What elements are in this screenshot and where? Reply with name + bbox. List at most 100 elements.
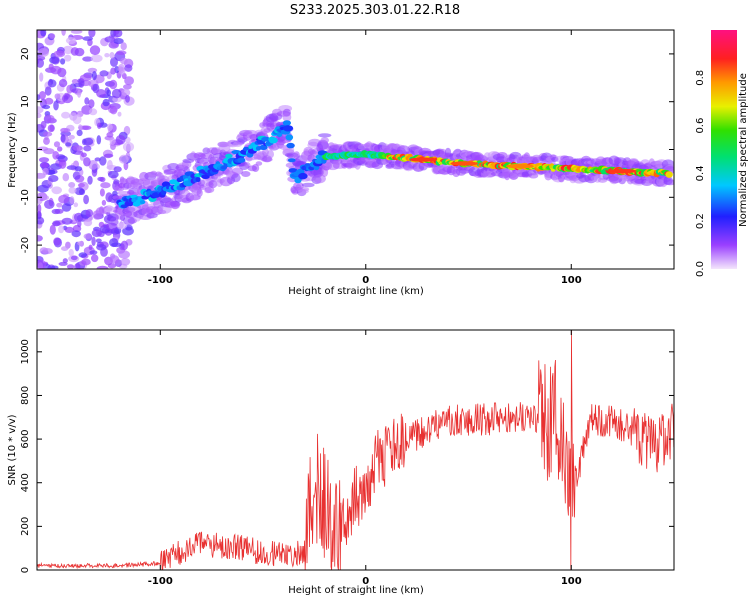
noise-blob — [52, 220, 61, 227]
noise-blob — [42, 104, 51, 110]
noise-blob — [83, 137, 94, 146]
colorbar-ticks: 0.0 0.2 0.4 0.6 0.8 — [695, 70, 706, 277]
noise-blob — [80, 152, 87, 158]
noise-blob — [91, 254, 99, 263]
noise-blob — [96, 135, 102, 145]
halo-blob — [255, 161, 263, 166]
noise-blob — [83, 194, 89, 205]
halo-blob — [301, 182, 315, 188]
snr-frame — [36, 329, 675, 571]
noise-blob — [118, 154, 129, 164]
noise-blob — [77, 183, 85, 188]
noise-blob — [64, 54, 72, 62]
x-tick-label: 0 — [362, 275, 369, 286]
noise-blob — [111, 88, 122, 99]
noise-blob — [118, 250, 130, 259]
noise-blob — [37, 112, 42, 119]
noise-blob — [77, 220, 82, 228]
noise-blob — [84, 97, 90, 105]
noise-blob — [71, 230, 81, 238]
noise-blob — [105, 192, 113, 203]
y-tick-label: -20 — [20, 237, 31, 253]
noise-blob — [42, 167, 49, 176]
noise-blob — [107, 170, 119, 179]
halo-blob — [663, 179, 674, 186]
noise-blob — [88, 30, 96, 38]
noise-blob — [58, 159, 67, 169]
noise-blob — [39, 91, 46, 100]
noise-blob — [69, 112, 78, 121]
noise-blob — [124, 76, 134, 86]
noise-blob — [68, 249, 74, 257]
noise-blob — [99, 156, 107, 166]
noise-blob — [99, 188, 105, 197]
noise-blob — [119, 176, 125, 183]
y-tick-label: 200 — [20, 517, 31, 536]
y-tick-label: 600 — [20, 430, 31, 449]
peak-blob — [450, 161, 479, 166]
noise-blob — [66, 264, 75, 269]
noise-blob — [51, 56, 60, 65]
noise-blob — [120, 42, 127, 51]
ridge-blob — [268, 137, 278, 144]
noise-blob — [99, 70, 109, 77]
ridge-blob — [287, 158, 296, 163]
noise-blob — [113, 30, 120, 35]
noise-blob — [44, 86, 52, 96]
ridge-blob — [259, 144, 268, 150]
noise-blob — [60, 58, 66, 65]
noise-blob — [106, 132, 114, 138]
noise-blob — [54, 208, 64, 214]
noise-blob — [82, 36, 93, 41]
noise-blob — [117, 66, 124, 72]
noise-blob — [95, 238, 102, 244]
noise-blob — [49, 33, 56, 39]
noise-blob — [97, 122, 102, 129]
snr-y-ticks: 0 200 400 600 800 1000 — [20, 339, 674, 573]
noise-blob — [39, 72, 44, 82]
noise-blob — [106, 89, 111, 96]
snr-x-label: Height of straight line (km) — [288, 585, 424, 596]
noise-blob — [37, 235, 43, 242]
noise-blob — [47, 79, 57, 88]
noise-blob — [79, 74, 92, 82]
snr-x-ticks: -100 0 100 — [148, 330, 582, 587]
noise-blob — [69, 196, 75, 205]
y-tick-label: 1000 — [20, 339, 31, 364]
noise-blob — [90, 54, 103, 63]
noise-blob — [63, 95, 69, 101]
noise-blob — [87, 175, 93, 185]
halo-blob — [528, 173, 539, 179]
noise-blob — [113, 38, 124, 45]
noise-blob — [78, 124, 83, 131]
noise-blob — [116, 50, 127, 55]
noise-blob — [53, 237, 61, 246]
noise-blob — [58, 194, 70, 204]
noise-blob — [110, 143, 116, 151]
noise-blob — [81, 125, 92, 131]
noise-blob — [110, 253, 116, 259]
noise-blob — [70, 255, 78, 261]
noise-blob — [62, 173, 70, 182]
noise-blob — [85, 209, 94, 218]
noise-blob — [94, 157, 101, 162]
noise-blob — [107, 123, 113, 132]
noise-blob — [60, 246, 69, 252]
noise-blob — [125, 95, 130, 103]
noise-blob — [43, 148, 55, 155]
noise-blob — [115, 135, 126, 145]
noise-blob — [56, 202, 63, 208]
noise-blob — [37, 216, 45, 225]
noise-blob — [112, 96, 122, 103]
noise-blob — [89, 45, 101, 56]
noise-blob — [109, 52, 115, 59]
noise-blob — [77, 89, 82, 98]
y-tick-label: 0 — [20, 146, 31, 152]
noise-blob — [65, 142, 72, 147]
noise-blob — [89, 250, 98, 255]
noise-blob — [73, 202, 79, 208]
noise-blob — [64, 226, 75, 233]
noise-blob — [50, 65, 62, 75]
noise-blob — [70, 30, 83, 34]
